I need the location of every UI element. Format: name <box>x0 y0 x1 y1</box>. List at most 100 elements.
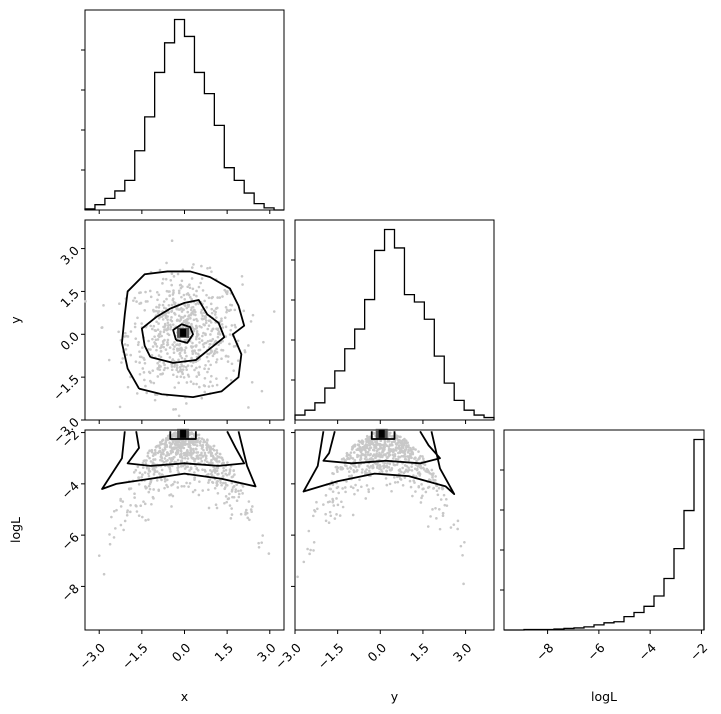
scatter-point <box>198 324 201 328</box>
scatter-point <box>133 322 137 325</box>
scatter-point <box>155 305 158 309</box>
scatter-point <box>418 457 421 460</box>
histogram-logL <box>504 438 705 631</box>
scatter-point <box>183 351 187 354</box>
scatter-point <box>158 458 162 462</box>
scatter-point <box>367 439 371 443</box>
panel-frame-x-vs-x <box>84 9 285 211</box>
scatter-point <box>160 439 164 443</box>
scatter-point <box>148 449 151 453</box>
scatter-point <box>163 486 166 490</box>
scatter-point <box>445 497 448 501</box>
scatter-point <box>435 517 438 520</box>
scatter-point <box>157 450 161 453</box>
scatter-point <box>180 484 184 488</box>
scatter-point <box>216 332 220 336</box>
scatter-point <box>181 368 185 371</box>
scatter-point <box>260 389 264 393</box>
scatter-point <box>149 479 153 482</box>
scatter-point <box>192 318 196 322</box>
scatter-point <box>163 366 167 370</box>
yaxis-label-y: y <box>8 316 23 324</box>
scatter-point <box>212 457 215 460</box>
scatter-point <box>237 492 241 496</box>
scatter-point <box>152 324 156 328</box>
density-core-logL_vs_y <box>378 429 385 438</box>
scatter-point <box>147 370 151 374</box>
scatter-point <box>195 294 198 298</box>
scatter-point <box>166 315 169 318</box>
scatter-point <box>142 500 145 503</box>
scatter-point <box>148 456 151 460</box>
scatter-point <box>214 503 218 507</box>
scatter-point <box>134 360 138 363</box>
scatter-point <box>435 489 439 493</box>
scatter-point <box>151 467 155 471</box>
xaxis-label-y: y <box>391 689 399 704</box>
scatter-point <box>228 342 231 346</box>
scatter-point <box>140 322 143 325</box>
scatter-point <box>191 490 195 494</box>
scatter-point <box>216 491 220 495</box>
contour-y_vs_x-mid <box>140 299 226 364</box>
scatter-point <box>371 487 375 490</box>
scatter-point <box>337 491 340 495</box>
scatter-point <box>204 457 208 460</box>
scatter-point <box>431 472 434 476</box>
scatter-point <box>374 443 378 446</box>
contour-logL_vs_y-mid <box>322 430 441 465</box>
scatter-point <box>362 445 366 448</box>
scatter-point <box>439 498 443 501</box>
scatter-point <box>228 468 232 471</box>
scatter-point <box>228 333 232 336</box>
scatter-point <box>404 448 408 451</box>
scatter-point <box>417 450 420 453</box>
scatter-point <box>169 323 172 327</box>
scatter-point <box>407 448 410 452</box>
scatter-point <box>207 385 211 388</box>
scatter-point <box>340 457 344 461</box>
scatter-point <box>170 363 173 366</box>
scatter-point <box>327 521 331 525</box>
scatter-point <box>416 465 420 468</box>
scatter-point <box>215 351 219 354</box>
scatter-point <box>144 290 147 294</box>
scatter-point <box>360 471 364 474</box>
scatter-point <box>129 487 133 490</box>
scatter-point <box>164 348 168 351</box>
scatter-point <box>198 337 201 340</box>
scatter-point <box>194 464 197 468</box>
scatter-point <box>247 500 251 503</box>
scatter-point <box>209 363 212 367</box>
scatter-point <box>356 489 360 492</box>
scatter-point <box>401 466 404 470</box>
scatter-point <box>162 300 166 303</box>
scatter-point <box>210 296 214 300</box>
scatter-point <box>126 343 130 347</box>
scatter-point <box>353 445 356 448</box>
scatter-point <box>154 445 158 449</box>
scatter-point <box>167 333 171 337</box>
scatter-point <box>151 461 155 465</box>
scatter-point <box>364 455 368 459</box>
histogram-y <box>294 228 495 420</box>
scatter-point <box>381 447 385 450</box>
scatter-point <box>234 325 237 329</box>
scatter-point <box>209 453 213 456</box>
scatter-point <box>192 361 195 364</box>
panel-frame-y-vs-y <box>294 219 495 421</box>
scatter-point <box>170 365 174 368</box>
scatter-point <box>166 437 170 440</box>
xtick-label-y: 1.5 <box>407 640 432 665</box>
scatter-point <box>200 317 204 320</box>
scatter-point <box>134 504 138 507</box>
scatter-point <box>230 507 233 510</box>
scatter-point <box>141 462 145 465</box>
scatter-point <box>181 316 185 319</box>
scatter-point <box>221 295 224 298</box>
scatter-point <box>190 297 194 301</box>
scatter-point <box>207 473 210 476</box>
scatter-point <box>166 338 170 342</box>
scatter-point <box>356 453 359 457</box>
scatter-point <box>374 456 377 460</box>
